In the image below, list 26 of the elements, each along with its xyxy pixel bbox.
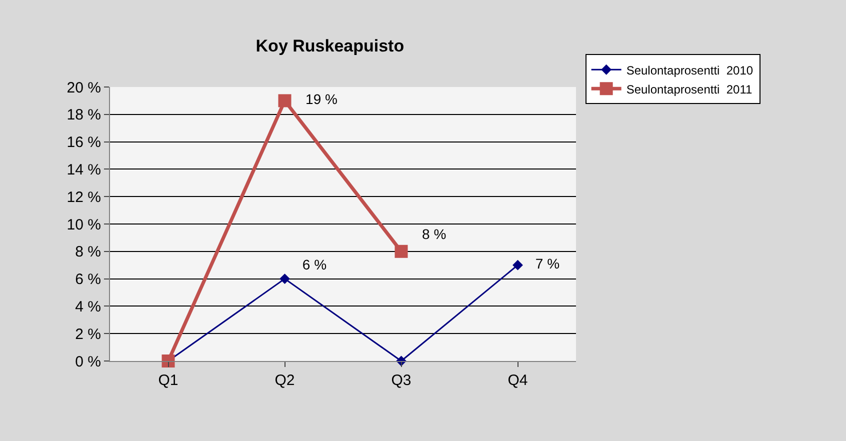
y-tick-label: 10 %	[66, 216, 101, 234]
point	[280, 274, 290, 284]
y-tick-label: 16 %	[66, 134, 101, 152]
y-tick-label: 14 %	[66, 161, 101, 178]
legend-label: Seulontaprosentti 2010	[626, 63, 754, 78]
legend-label: Seulontaprosentti 2011	[626, 82, 753, 96]
data-label: 8 %	[410, 226, 446, 242]
y-tick-label: 18 %	[66, 106, 101, 124]
point	[512, 260, 523, 270]
x-tick-label: Q1	[158, 372, 178, 389]
data-label: 7 %	[524, 256, 560, 272]
y-tick-label: 12 %	[66, 188, 101, 206]
x-tick-label: Q3	[391, 372, 412, 389]
x-tick-label: Q2	[274, 372, 295, 389]
y-tick-label: 4 %	[75, 298, 101, 316]
y-tick-label: 6 %	[75, 271, 101, 288]
y-tick-label: 8 %	[75, 244, 101, 261]
y-tick-label: 0 %	[75, 353, 101, 370]
chart-title: Koy Ruskeapuisto	[256, 36, 404, 56]
point	[278, 94, 292, 108]
y-tick-label: 20 %	[66, 79, 101, 96]
point	[394, 244, 408, 258]
data-label: 19 %	[294, 91, 338, 108]
x-tick-label: Q4	[508, 372, 528, 389]
data-label: 6 %	[290, 256, 327, 272]
y-tick-label: 2 %	[75, 326, 101, 343]
